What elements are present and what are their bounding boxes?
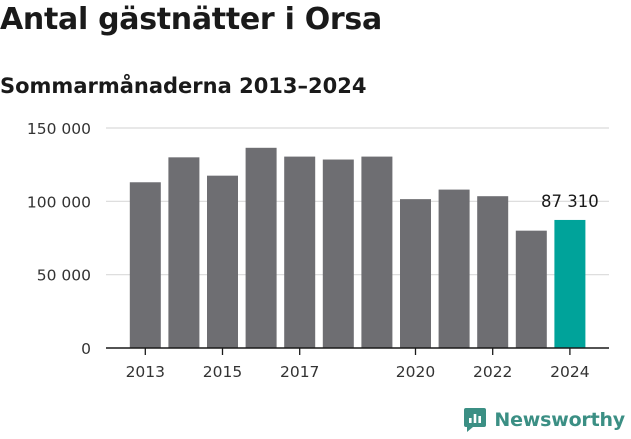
y-tick-label: 0 [81, 340, 91, 358]
bar-2013 [129, 182, 161, 348]
bar-2023 [515, 230, 547, 348]
bar-2014 [168, 157, 200, 348]
y-tick-label: 150 000 [27, 120, 91, 138]
x-tick-label: 2013 [126, 363, 165, 381]
x-tick-label: 2015 [203, 363, 242, 381]
bar-2019 [361, 156, 393, 348]
bar-2016 [245, 147, 277, 348]
brand-name: Newsworthy [494, 409, 625, 431]
x-tick-label: 2017 [280, 363, 319, 381]
bar-2024 [554, 219, 586, 348]
bar-2017 [284, 156, 316, 348]
chart-title: Antal gästnätter i Orsa [0, 2, 382, 37]
bar-2020 [400, 199, 431, 348]
x-tick-label: 2024 [550, 363, 589, 381]
chart-subtitle: Sommarmånaderna 2013–2024 [0, 74, 367, 98]
bar-2018 [322, 159, 354, 348]
data-label-2024: 87 310 [541, 192, 599, 211]
bar-2015 [207, 175, 238, 348]
y-tick-label: 100 000 [27, 193, 91, 211]
x-tick-label: 2022 [473, 363, 512, 381]
bar-2021 [438, 189, 470, 348]
newsworthy-logo-icon [464, 408, 487, 432]
y-tick-label: 50 000 [37, 267, 91, 285]
x-tick-label: 2020 [396, 363, 435, 381]
bar-2022 [477, 196, 509, 348]
newsworthy-logo: Newsworthy [463, 407, 625, 433]
